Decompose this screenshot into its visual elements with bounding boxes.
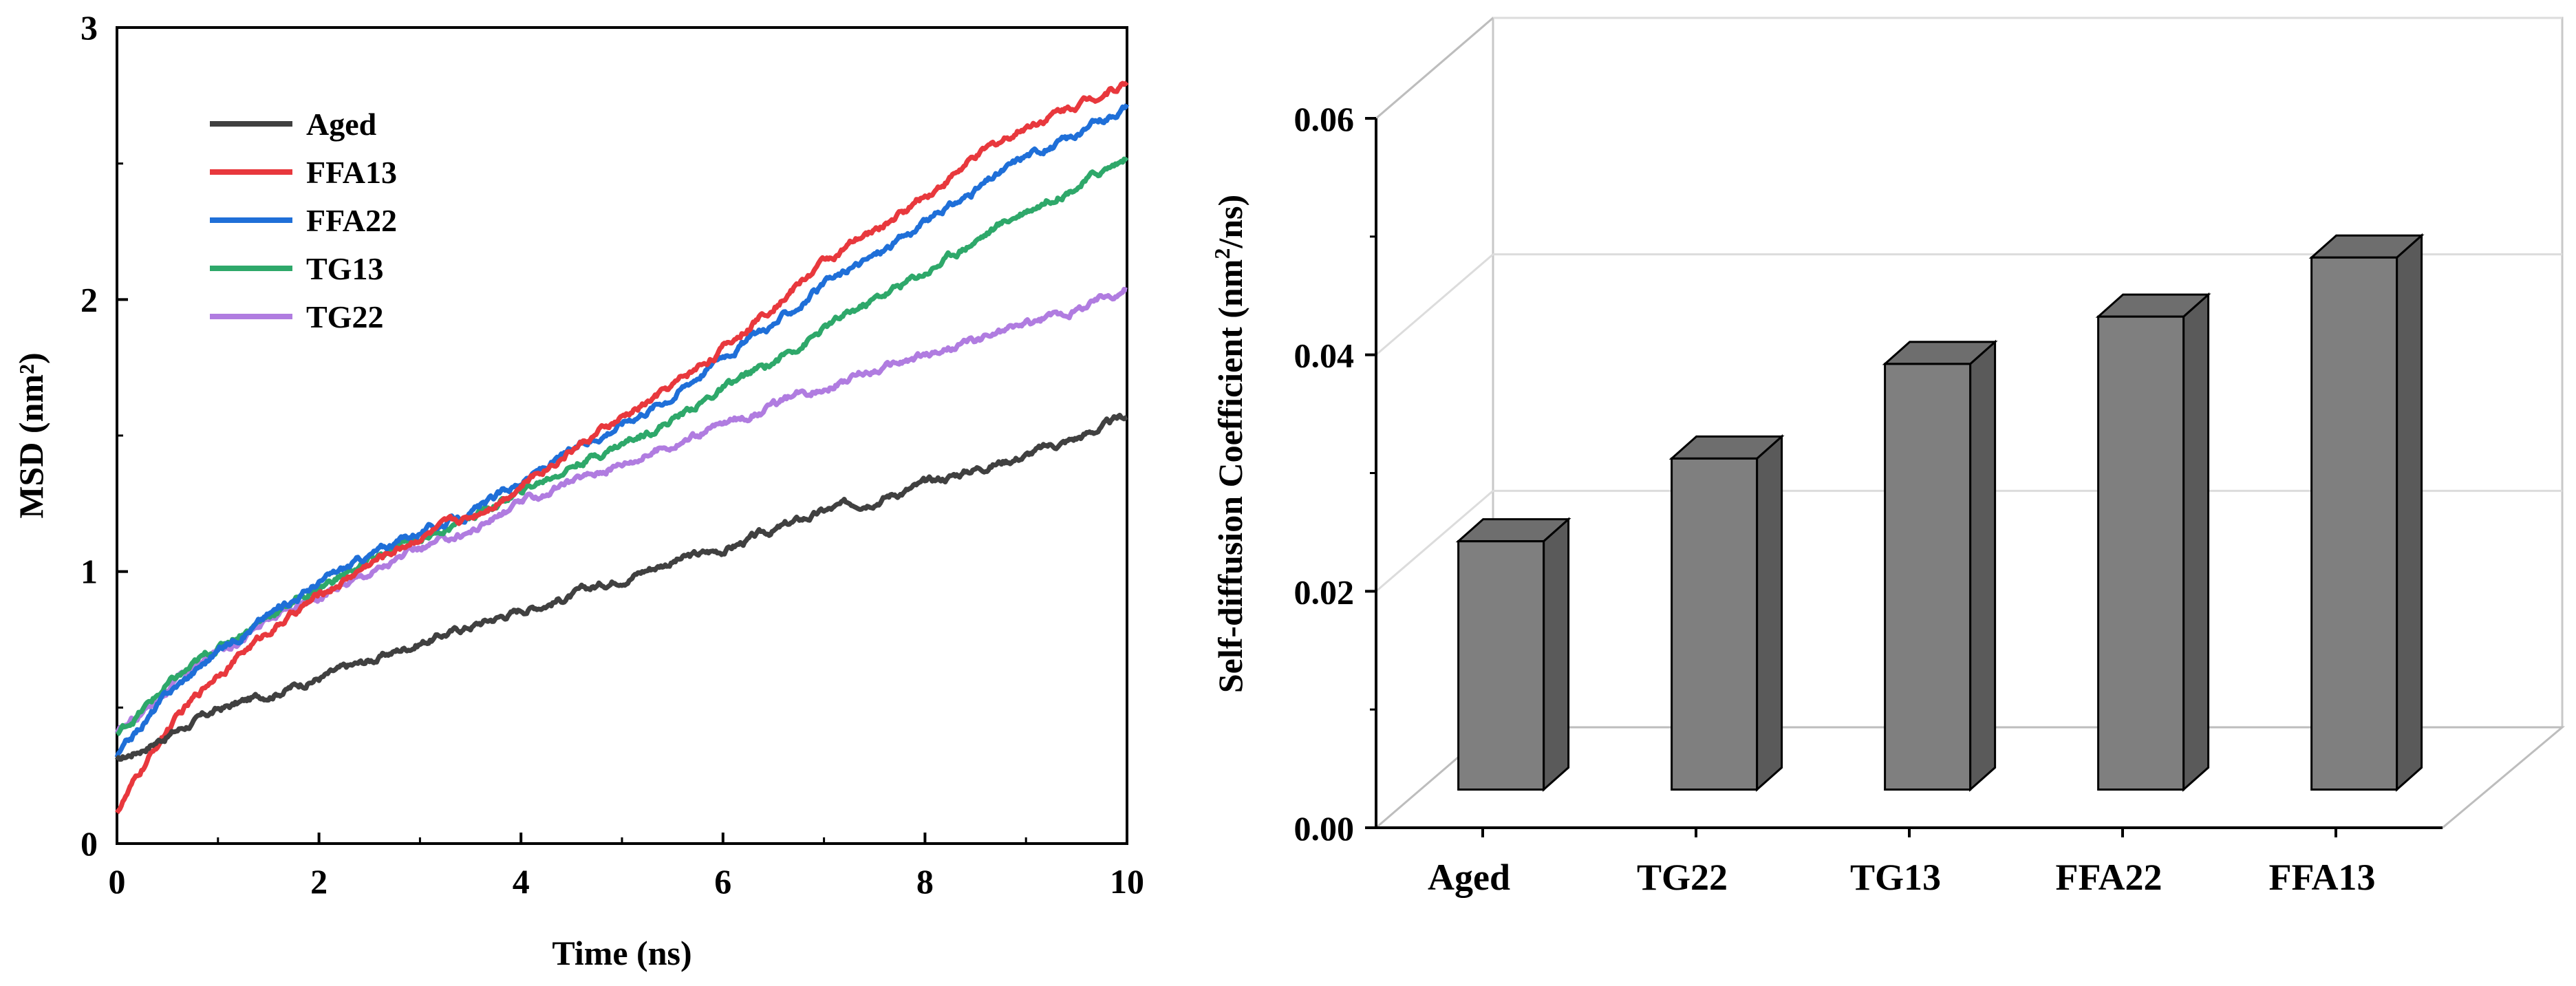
- bar-y-tick-label: 0.06: [1294, 100, 1355, 138]
- msd-y-axis: 0 1 2 3: [80, 8, 128, 863]
- bar-x-tick-label: TG22: [1637, 857, 1728, 898]
- msd-series-line-tg13: [115, 156, 1129, 737]
- bar-side-ffa13: [2396, 233, 2423, 792]
- bar-y-tick-label: 0.00: [1294, 809, 1355, 848]
- bar-y-axis-title-tail: /ns): [1211, 195, 1249, 249]
- bar-y-tick-label: 0.04: [1294, 336, 1355, 375]
- msd-y-tick-label: 3: [80, 8, 98, 47]
- bar-side-gridline: [1375, 490, 1494, 592]
- diffusion-bar-chart: 0.000.020.040.06 Aged TG22 TG13 FFA22 FFA13 …: [1210, 17, 2566, 898]
- msd-x-tick-label: 2: [310, 862, 328, 901]
- bar-y-axis-title-sup: 2: [1210, 248, 1234, 259]
- bar-ffa13: [2310, 256, 2398, 791]
- bar-side-tg13: [1969, 339, 1997, 792]
- msd-legend-label-ffa13: FFA13: [306, 155, 397, 190]
- msd-plot-frame: [116, 26, 1128, 845]
- msd-legend-label-tg22: TG22: [306, 299, 383, 334]
- msd-x-tick-label: 6: [714, 862, 731, 901]
- bar-top-left-edge: [1375, 17, 1494, 120]
- bar-x-axis: Aged TG22 TG13 FFA22 FFA13: [1428, 828, 2375, 898]
- msd-x-axis-title: Time (ns): [552, 934, 691, 972]
- bar-side-tg22: [1756, 434, 1783, 792]
- bar-x-tick-label: FFA13: [2269, 857, 2376, 898]
- bar-series-group: [1455, 233, 2425, 792]
- bar-y-axis: 0.00 0.02 0.04 0.06: [1294, 100, 1376, 848]
- msd-chart: 0 2 4 6 8 10 0 1 2 3 Time (ns) MSD (nm²) Aged FFA…: [12, 8, 1144, 972]
- msd-x-tick-label: 8: [916, 862, 934, 901]
- msd-legend-label-aged: Aged: [306, 107, 377, 142]
- bar-y-tick-label: 0.02: [1294, 572, 1355, 611]
- msd-x-axis: 0 2 4 6 8 10: [109, 833, 1144, 901]
- bar-x-tick-label: Aged: [1428, 857, 1510, 898]
- msd-x-tick-label: 0: [109, 862, 126, 901]
- bar-side-aged: [1543, 517, 1570, 792]
- bar-ffa22: [2097, 315, 2185, 791]
- msd-series-line-tg22: [114, 286, 1128, 735]
- msd-legend-label-tg13: TG13: [306, 251, 383, 286]
- msd-y-tick-label: 0: [80, 824, 98, 863]
- msd-y-tick-label: 2: [80, 280, 98, 319]
- msd-series-line-ffa22: [114, 103, 1130, 758]
- bar-side-gridline: [1375, 253, 1494, 356]
- bar-tg13: [1884, 363, 1972, 791]
- msd-legend: Aged FFA13 FFA22 TG13 TG22: [210, 107, 397, 334]
- bar-x-tick-label: FFA22: [2056, 857, 2162, 898]
- msd-x-tick-label: 4: [513, 862, 530, 901]
- msd-y-axis-title: MSD (nm²): [12, 352, 50, 518]
- bar-x-tick-label: TG13: [1850, 857, 1941, 898]
- bar-side-ffa22: [2182, 292, 2210, 792]
- bar-y-axis-title-main: Self-diffusion Coefficient (nm: [1211, 259, 1249, 694]
- msd-x-tick-label: 10: [1110, 862, 1144, 901]
- bar-aged: [1457, 540, 1545, 791]
- msd-series-group: [114, 81, 1130, 815]
- msd-legend-label-ffa22: FFA22: [306, 203, 397, 238]
- bar-tg22: [1671, 457, 1759, 791]
- msd-series-line-aged: [114, 412, 1128, 762]
- msd-y-tick-label: 1: [80, 553, 98, 591]
- bar-y-axis-title: Self-diffusion Coefficient (nm2/ns): [1210, 195, 1249, 693]
- msd-series-line-ffa13: [115, 81, 1129, 815]
